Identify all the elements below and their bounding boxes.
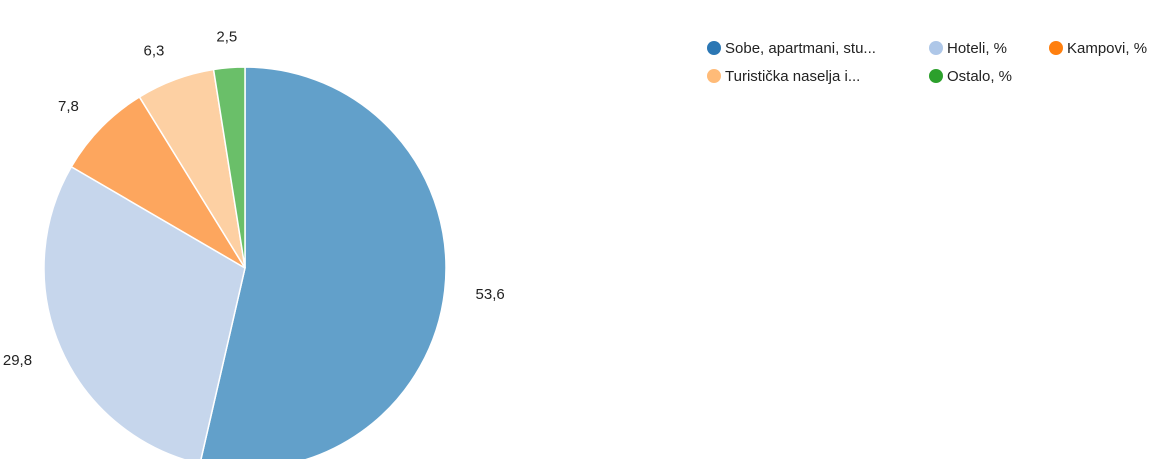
legend-label-sobe-apartmani-stu: Sobe, apartmani, stu... — [725, 40, 876, 57]
pie-slice-ostalo — [212, 66, 246, 269]
legend-swatch-turisticka-naselja-i — [707, 69, 721, 83]
data-label-ostalo: 2,5 — [216, 29, 237, 46]
legend-label-ostalo: Ostalo, % — [947, 68, 1012, 85]
data-label-kampovi: 7,8 — [58, 98, 79, 115]
legend-item-kampovi[interactable]: Kampovi, % — [1049, 40, 1147, 57]
pie-slice-hoteli — [43, 165, 246, 459]
pie-data-labels: 53,6 29,8 7,8 6,3 2,5 — [3, 29, 505, 369]
legend-item-sobe-apartmani-stu[interactable]: Sobe, apartmani, stu... — [707, 40, 876, 57]
legend-swatch-hoteli — [929, 41, 943, 55]
legend-label-kampovi: Kampovi, % — [1067, 40, 1147, 57]
pie-slices — [43, 66, 447, 459]
legend-label-hoteli: Hoteli, % — [947, 40, 1007, 57]
data-label-sobe-apartmani-stu: 53,6 — [476, 286, 505, 303]
legend-item-ostalo[interactable]: Ostalo, % — [929, 68, 1012, 85]
legend-swatch-kampovi — [1049, 41, 1063, 55]
legend-swatch-ostalo — [929, 69, 943, 83]
data-label-hoteli: 29,8 — [3, 352, 32, 369]
legend-label-turisticka-naselja-i: Turistička naselja i... — [725, 68, 860, 85]
legend-item-turisticka-naselja-i[interactable]: Turistička naselja i... — [707, 68, 860, 85]
data-label-turisticka-naselja-i: 6,3 — [143, 42, 164, 59]
pie-slice-kampovi — [70, 95, 246, 269]
chart-legend: Sobe, apartmani, stu... Hoteli, % Kampovi,… — [707, 40, 1147, 85]
legend-swatch-sobe-apartmani-stu — [707, 41, 721, 55]
pie-slice-sobe-apartmani-stu — [200, 66, 447, 459]
legend-item-hoteli[interactable]: Hoteli, % — [929, 40, 1007, 57]
